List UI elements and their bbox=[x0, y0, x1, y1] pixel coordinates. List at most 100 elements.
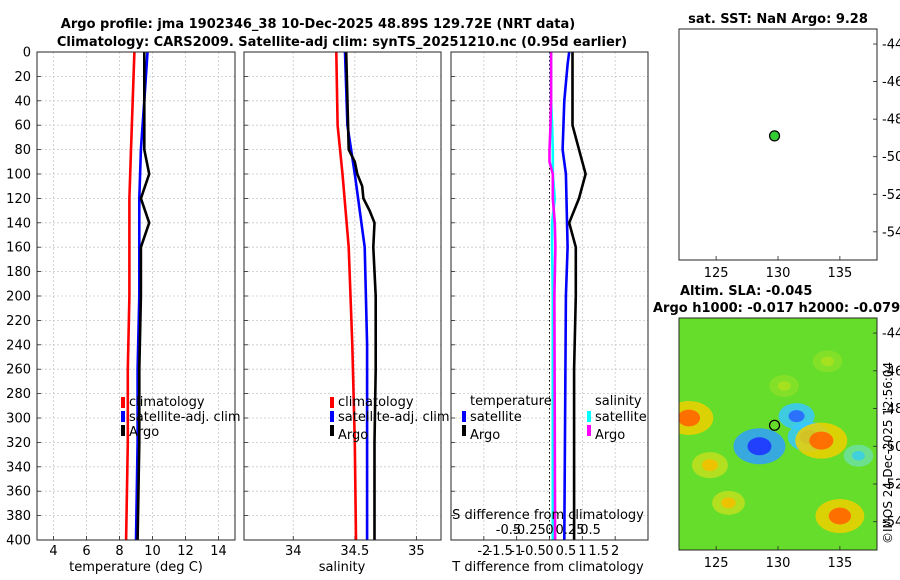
legend-swatch-satellite-adj bbox=[121, 411, 125, 422]
depth-tick-label: 200 bbox=[6, 290, 31, 305]
sla-anomaly-core bbox=[777, 381, 791, 391]
depth-tick-label: 140 bbox=[6, 216, 31, 231]
legend-swatch-t-argo bbox=[462, 425, 466, 436]
sla-anomaly-core bbox=[788, 410, 805, 423]
sst-map-title: sat. SST: NaN Argo: 9.28 bbox=[688, 12, 868, 27]
salinity-tick-labels: 34 34.5 35 bbox=[285, 544, 425, 559]
s-tick-label: 0 bbox=[545, 523, 553, 538]
x-tick-label: -1 bbox=[510, 544, 523, 559]
depth-tick-label: 60 bbox=[14, 119, 31, 134]
depth-tick-label: 260 bbox=[6, 363, 31, 378]
s-tick-label: 0.5 bbox=[580, 523, 601, 538]
legend-label-argo: Argo bbox=[338, 428, 368, 443]
legend-label-t-satellite: satellite bbox=[470, 410, 522, 425]
x-tick-label: 1 bbox=[578, 544, 586, 559]
lat-tick-label: -44 bbox=[882, 38, 900, 53]
depth-tick-label: 240 bbox=[6, 338, 31, 353]
salinity-legend: climatology satellite-adj. clim Argo bbox=[330, 395, 450, 443]
legend-header-temperature: temperature bbox=[470, 394, 552, 409]
legend-label-s-argo: Argo bbox=[595, 428, 625, 443]
legend-label-s-satellite: satellite bbox=[595, 410, 647, 425]
difference-panel: -2-1.5-1-0.5 0 0.5 1 1.5 2 S difference from … bbox=[450, 51, 649, 575]
temperature-tick-labels: 4 6 8 10 12 14 bbox=[49, 544, 226, 559]
depth-tick-label: 280 bbox=[6, 387, 31, 402]
sla-anomaly-core bbox=[852, 450, 865, 461]
series-line-argo bbox=[136, 52, 151, 541]
sla-anomaly-core bbox=[747, 437, 772, 456]
x-tick-label: 1.5 bbox=[588, 544, 609, 559]
lat-tick-label: -54 bbox=[882, 225, 900, 240]
difference-series bbox=[548, 51, 587, 541]
lat-tick-label: -48 bbox=[882, 113, 900, 128]
sst-map-panel: sat. SST: NaN Argo: 9.28 125 130 135 -44 -46… bbox=[678, 12, 900, 281]
s-tick-label: -0.5 bbox=[496, 523, 521, 538]
temperature-legend: climatology satellite-adj. clim Argo bbox=[121, 395, 241, 440]
x-tick-label: -2 bbox=[477, 544, 490, 559]
depth-tick-label: 20 bbox=[14, 70, 31, 85]
x-tick-label: 4 bbox=[49, 544, 57, 559]
series-line-argo bbox=[344, 51, 378, 540]
s-tick-label: -0.25 bbox=[512, 523, 546, 538]
series-line-climatology bbox=[335, 51, 358, 541]
legend-label-climatology: climatology bbox=[338, 395, 414, 410]
legend-swatch-climatology bbox=[330, 397, 334, 408]
lat-tick-label: -46 bbox=[882, 75, 900, 90]
depth-tick-label: 180 bbox=[6, 265, 31, 280]
x-tick-label: 10 bbox=[144, 544, 161, 559]
series-line-climatology bbox=[124, 51, 136, 541]
lon-tick-label: 130 bbox=[766, 556, 791, 571]
temperature-grid bbox=[37, 51, 235, 541]
lat-tick-label: -50 bbox=[882, 440, 900, 455]
lon-tick-label: 135 bbox=[827, 266, 852, 281]
legend-label-t-argo: Argo bbox=[470, 428, 500, 443]
legend-label-climatology: climatology bbox=[129, 395, 205, 410]
legend-header-salinity: salinity bbox=[595, 394, 642, 409]
lat-tick-label: -46 bbox=[882, 364, 900, 379]
sla-map-title-line1: Altim. SLA: -0.045 bbox=[680, 284, 812, 299]
legend-label-argo: Argo bbox=[129, 425, 159, 440]
x-tick-label: 6 bbox=[82, 544, 90, 559]
sla-map-title-line2: Argo h1000: -0.017 h2000: -0.079 bbox=[653, 301, 900, 316]
x-tick-label: 34.5 bbox=[340, 544, 369, 559]
imos-watermark: ©IMOS 24-Dec-2025 12:56:04 bbox=[881, 362, 895, 544]
difference-legend: temperature salinity satellite Argo sate… bbox=[462, 394, 647, 443]
sla-anomaly-core bbox=[828, 507, 852, 525]
depth-tick-label: 340 bbox=[6, 460, 31, 475]
sla-map-panel: Altim. SLA: -0.045 Argo h1000: -0.017 h2… bbox=[653, 284, 900, 571]
x-tick-label: 14 bbox=[210, 544, 227, 559]
salinity-panel: 34 34.5 35 salinity climatology satellite-… bbox=[243, 51, 450, 575]
sla-map-ticks: 125 130 135 -44 -46 -48 -50 -52 -54 bbox=[704, 327, 900, 571]
x-tick-label: -0.5 bbox=[520, 544, 545, 559]
depth-tick-label: 120 bbox=[6, 192, 31, 207]
sla-anomaly-field bbox=[679, 350, 874, 534]
legend-swatch-t-satellite bbox=[462, 411, 466, 422]
s-difference-axis-label: S difference from climatology bbox=[452, 508, 644, 523]
x-tick-label: -1.5 bbox=[488, 544, 513, 559]
sla-anomaly-core bbox=[821, 356, 834, 367]
lon-tick-label: 125 bbox=[704, 556, 729, 571]
sla-map-points bbox=[768, 419, 781, 431]
lat-tick-label: -52 bbox=[882, 477, 900, 492]
depth-tick-label: 80 bbox=[14, 143, 31, 158]
sst-map-axes bbox=[678, 28, 878, 261]
lon-tick-label: 125 bbox=[704, 266, 729, 281]
depth-tick-label: 320 bbox=[6, 436, 31, 451]
s-tick-label: 0.25 bbox=[556, 523, 585, 538]
depth-tick-label: 220 bbox=[6, 314, 31, 329]
sla-anomaly-core bbox=[701, 459, 718, 472]
lon-tick-label: 135 bbox=[827, 556, 852, 571]
depth-tick-label: 300 bbox=[6, 412, 31, 427]
x-tick-label: 35 bbox=[408, 544, 425, 559]
salinity-series bbox=[335, 51, 378, 541]
sst-map-ticks: 125 130 135 -44 -46 -48 -50 -52 -54 bbox=[704, 38, 900, 281]
argo-location-marker bbox=[768, 419, 781, 431]
legend-swatch-satellite-adj bbox=[330, 411, 334, 422]
depth-tick-label: 380 bbox=[6, 509, 31, 524]
temperature-axis-label: temperature (deg C) bbox=[69, 560, 203, 575]
sla-anomaly-core bbox=[721, 497, 736, 509]
depth-tick-label: 100 bbox=[6, 168, 31, 183]
salinity-axis-label: salinity bbox=[319, 560, 366, 575]
x-tick-label: 8 bbox=[115, 544, 123, 559]
legend-swatch-s-satellite bbox=[587, 411, 591, 422]
lat-tick-label: -54 bbox=[882, 515, 900, 530]
